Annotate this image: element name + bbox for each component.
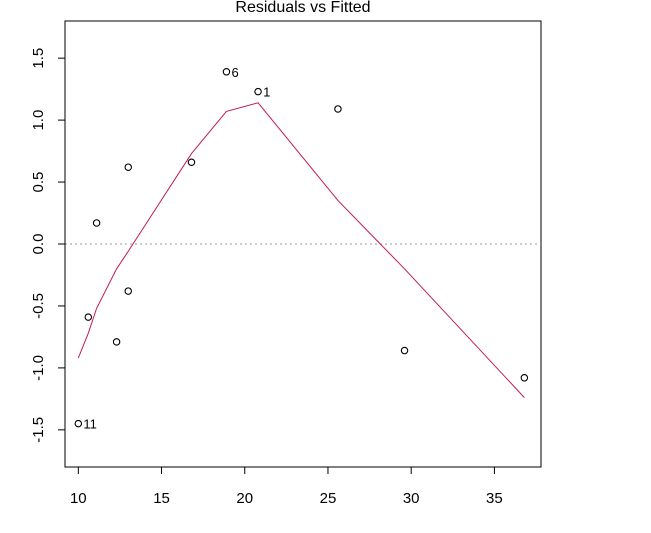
data-point — [92, 219, 101, 227]
data-point — [254, 87, 262, 96]
data-point — [112, 338, 121, 346]
chart-title: Residuals vs Fitted — [235, 0, 370, 16]
y-tick-label: 1.5 — [30, 48, 47, 69]
point-label: 11 — [83, 417, 97, 432]
data-point — [400, 346, 409, 355]
point-label: 1 — [263, 85, 270, 100]
y-tick-label: -1.0 — [30, 355, 47, 381]
y-tick-label: -1.5 — [30, 417, 47, 443]
x-tick-label: 30 — [403, 490, 420, 507]
smoother-line — [77, 102, 525, 398]
x-tick-label: 15 — [153, 490, 170, 507]
data-point — [74, 419, 83, 428]
data-point — [334, 105, 342, 113]
data-point — [222, 68, 231, 76]
x-tick-label: 25 — [320, 490, 337, 507]
point-label: 6 — [231, 65, 238, 80]
x-tick-label: 10 — [70, 490, 87, 507]
data-point — [124, 287, 132, 295]
x-tick-label: 35 — [486, 490, 503, 507]
y-tick-label: 0.5 — [30, 172, 47, 193]
y-tick-label: 0.0 — [30, 234, 47, 255]
x-tick-label: 20 — [236, 490, 253, 507]
data-point — [520, 374, 529, 382]
data-point — [187, 158, 196, 166]
data-point — [84, 313, 93, 321]
y-tick-label: 1.0 — [30, 110, 47, 131]
data-point — [124, 163, 132, 171]
y-tick-label: -0.5 — [30, 293, 47, 319]
